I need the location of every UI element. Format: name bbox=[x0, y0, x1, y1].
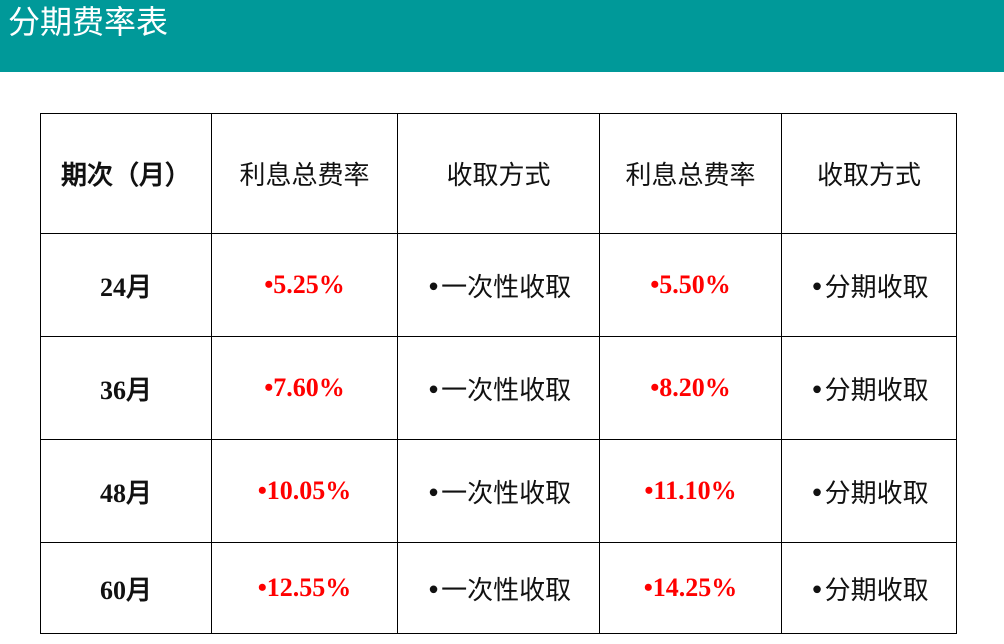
header-rate-1: 利息总费率 bbox=[211, 113, 398, 234]
rate-cell: •8.20% bbox=[599, 336, 782, 440]
header-method-1: 收取方式 bbox=[397, 113, 600, 234]
method-cell: •分期收取 bbox=[781, 542, 957, 634]
page-title: 分期费率表 bbox=[8, 3, 169, 41]
term-cell: 60月 bbox=[40, 542, 212, 634]
table-row: 48月 •10.05% •一次性收取 •11.10% •分期收取 bbox=[40, 439, 957, 543]
header-term: 期次（月） bbox=[40, 113, 212, 234]
method-cell: •一次性收取 bbox=[397, 542, 600, 634]
term-cell: 48月 bbox=[40, 439, 212, 543]
table-row: 36月 •7.60% •一次性收取 •8.20% •分期收取 bbox=[40, 336, 957, 440]
header-method-2: 收取方式 bbox=[781, 113, 957, 234]
rate-cell: •11.10% bbox=[599, 439, 782, 543]
term-cell: 36月 bbox=[40, 336, 212, 440]
method-cell: •一次性收取 bbox=[397, 233, 600, 337]
rate-cell: •14.25% bbox=[599, 542, 782, 634]
rate-cell: •5.50% bbox=[599, 233, 782, 337]
rate-cell: •10.05% bbox=[211, 439, 398, 543]
term-cell: 24月 bbox=[40, 233, 212, 337]
rate-table: 期次（月） 利息总费率 收取方式 利息总费率 收取方式 24月 •5.25% •… bbox=[40, 113, 957, 634]
table-row: 24月 •5.25% •一次性收取 •5.50% •分期收取 bbox=[40, 233, 957, 337]
header-rate-2: 利息总费率 bbox=[599, 113, 782, 234]
method-cell: •分期收取 bbox=[781, 439, 957, 543]
method-cell: •分期收取 bbox=[781, 336, 957, 440]
rate-cell: •7.60% bbox=[211, 336, 398, 440]
table-row: 60月 •12.55% •一次性收取 •14.25% •分期收取 bbox=[40, 542, 957, 634]
rate-cell: •5.25% bbox=[211, 233, 398, 337]
rate-cell: •12.55% bbox=[211, 542, 398, 634]
title-banner: 分期费率表 bbox=[0, 0, 1004, 72]
method-cell: •一次性收取 bbox=[397, 336, 600, 440]
method-cell: •分期收取 bbox=[781, 233, 957, 337]
method-cell: •一次性收取 bbox=[397, 439, 600, 543]
table-header-row: 期次（月） 利息总费率 收取方式 利息总费率 收取方式 bbox=[40, 113, 957, 234]
